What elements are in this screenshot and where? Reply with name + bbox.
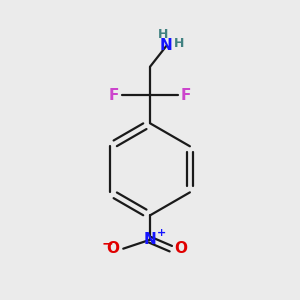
Text: F: F	[109, 88, 119, 103]
Text: O: O	[107, 241, 120, 256]
Text: F: F	[181, 88, 191, 103]
Text: H: H	[158, 28, 169, 40]
Text: N: N	[144, 232, 156, 247]
Text: +: +	[157, 228, 166, 238]
Text: −: −	[102, 236, 114, 250]
Text: N: N	[160, 38, 173, 53]
Text: H: H	[174, 37, 184, 50]
Text: O: O	[174, 241, 188, 256]
